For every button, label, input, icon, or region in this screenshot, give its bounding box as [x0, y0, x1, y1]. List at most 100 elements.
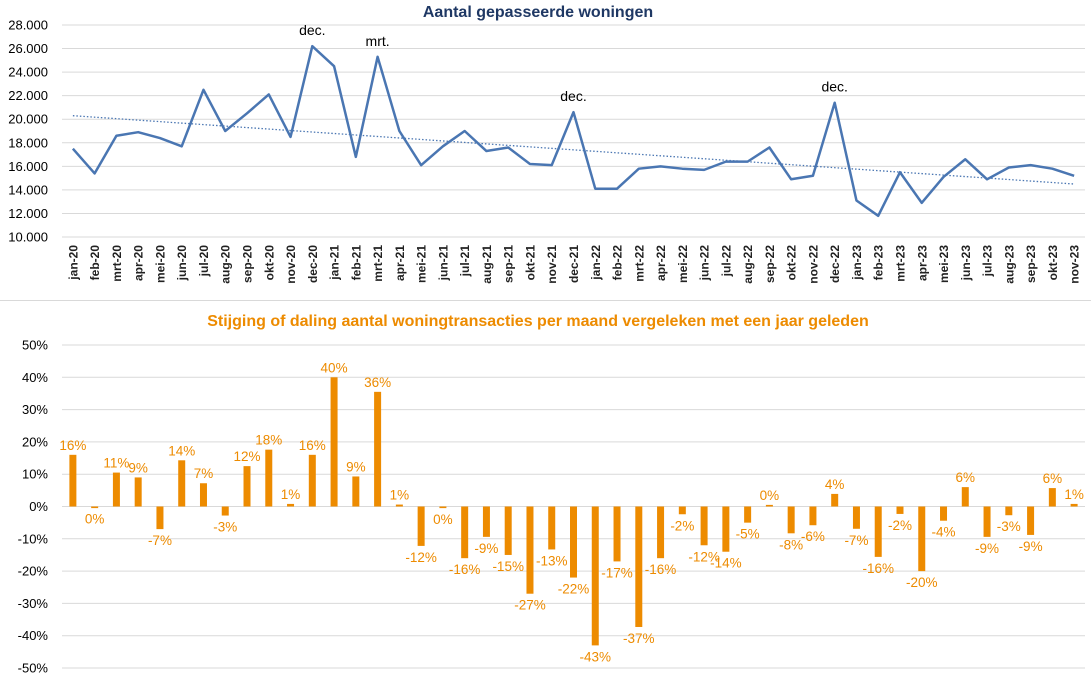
bar-data-label: -7%: [844, 533, 868, 548]
bar: [504, 506, 512, 555]
bar: [221, 506, 229, 516]
bar: [265, 449, 273, 507]
bar-data-label: -17%: [601, 565, 633, 580]
bar-data-label: 36%: [364, 375, 391, 390]
peak-annotation: mrt.: [366, 33, 390, 49]
trendline: [72, 115, 1075, 185]
top-x-tick-label: feb-22: [611, 245, 625, 281]
top-x-tick-label: jul-23: [981, 245, 995, 278]
top-x-tick-label: jun-20: [175, 245, 189, 282]
bottom-y-tick-label: 0%: [29, 499, 48, 514]
bar: [961, 487, 969, 507]
top-x-tick-label: mrt-20: [110, 245, 124, 282]
bar-data-label: 18%: [255, 433, 282, 448]
bar: [635, 506, 643, 627]
bar: [678, 506, 686, 515]
bar-data-label: 9%: [346, 459, 366, 474]
top-x-tick-label: nov-21: [545, 245, 559, 284]
top-x-tick-label: aug-22: [741, 245, 755, 284]
bar-data-label: -12%: [688, 549, 720, 564]
bar-data-label: -27%: [514, 598, 546, 613]
top-x-tick-label: jul-21: [458, 245, 472, 278]
bar-data-label: -15%: [492, 559, 524, 574]
bar-data-label: -20%: [906, 575, 938, 590]
bar: [896, 506, 904, 514]
top-x-tick-label: jan-21: [328, 245, 342, 281]
top-y-tick-label: 10.000: [8, 230, 48, 245]
bar-data-label: -7%: [148, 533, 172, 548]
bar: [570, 506, 577, 578]
bar-data-label: -22%: [558, 582, 590, 597]
bar-data-label: -4%: [932, 525, 956, 540]
bottom-y-tick-label: 40%: [22, 370, 48, 385]
bar-data-label: 16%: [299, 438, 326, 453]
top-x-tick-label: jun-22: [698, 245, 712, 282]
bar: [482, 506, 490, 537]
bar-data-label: -2%: [888, 518, 912, 533]
top-x-tick-label: jan-22: [589, 245, 603, 281]
bar: [591, 506, 599, 646]
bar: [1005, 506, 1013, 516]
bar: [308, 454, 316, 507]
bar: [330, 377, 338, 507]
bar-data-label: -16%: [645, 562, 677, 577]
bar-data-label: -3%: [997, 519, 1021, 534]
bottom-y-tick-label: 50%: [22, 338, 48, 353]
bar-data-label: 1%: [1064, 487, 1084, 502]
bottom-y-tick-label: 30%: [22, 402, 48, 417]
top-x-tick-label: jan-23: [850, 245, 864, 281]
bar: [918, 506, 926, 572]
bar: [395, 504, 403, 507]
top-x-tick-label: mei-23: [937, 245, 951, 283]
bar-data-label: -13%: [536, 553, 568, 568]
bar-data-label: 6%: [1043, 471, 1063, 486]
top-x-tick-label: sep-22: [763, 245, 777, 283]
top-x-tick-label: apr-23: [915, 245, 929, 281]
bar-data-label: -16%: [449, 562, 481, 577]
top-x-tick-label: jun-23: [959, 245, 973, 282]
bar: [765, 504, 773, 507]
top-x-tick-label: feb-20: [88, 245, 102, 281]
bar: [243, 466, 251, 507]
top-y-tick-label: 24.000: [8, 65, 48, 80]
bar-data-label: -12%: [405, 550, 437, 565]
top-x-tick-label: okt-22: [785, 245, 799, 281]
bar-data-label: 40%: [321, 360, 348, 375]
bar: [134, 477, 142, 507]
top-x-tick-label: mrt-22: [632, 245, 646, 282]
top-x-tick-label: feb-21: [349, 245, 363, 281]
top-y-tick-label: 20.000: [8, 112, 48, 127]
bar: [374, 391, 382, 507]
bar: [287, 503, 295, 507]
bottom-y-tick-label: -50%: [18, 661, 49, 676]
bar-data-label: -9%: [975, 541, 999, 556]
bar: [548, 506, 556, 550]
top-x-tick-label: okt-21: [523, 245, 537, 281]
top-x-tick-label: apr-21: [393, 245, 407, 281]
top-y-tick-label: 16.000: [8, 159, 48, 174]
bar-data-label: -14%: [710, 556, 742, 571]
top-x-tick-label: mrt-23: [893, 245, 907, 282]
peak-annotation: dec.: [821, 79, 847, 95]
bar: [178, 460, 186, 507]
peak-annotation: dec.: [560, 88, 586, 104]
top-x-tick-label: nov-20: [284, 245, 298, 284]
bottom-chart-title: Stijging of daling aantal woningtransact…: [207, 313, 869, 330]
top-y-tick-label: 18.000: [8, 135, 48, 150]
top-x-tick-label: sep-21: [502, 245, 516, 283]
top-y-tick-label: 22.000: [8, 88, 48, 103]
bottom-y-tick-label: -40%: [18, 628, 49, 643]
top-x-tick-label: mei-21: [415, 245, 429, 283]
top-x-tick-label: mei-20: [153, 245, 167, 283]
top-x-tick-label: aug-23: [1002, 245, 1016, 284]
bar: [809, 506, 817, 526]
top-x-tick-label: apr-20: [132, 245, 146, 281]
bottom-y-tick-label: -10%: [18, 531, 49, 546]
top-y-tick-label: 26.000: [8, 41, 48, 56]
bar: [526, 506, 534, 594]
top-x-tick-label: jul-22: [719, 245, 733, 278]
bar: [1048, 488, 1056, 507]
bar: [439, 506, 447, 509]
top-x-tick-label: dec-21: [567, 245, 581, 283]
